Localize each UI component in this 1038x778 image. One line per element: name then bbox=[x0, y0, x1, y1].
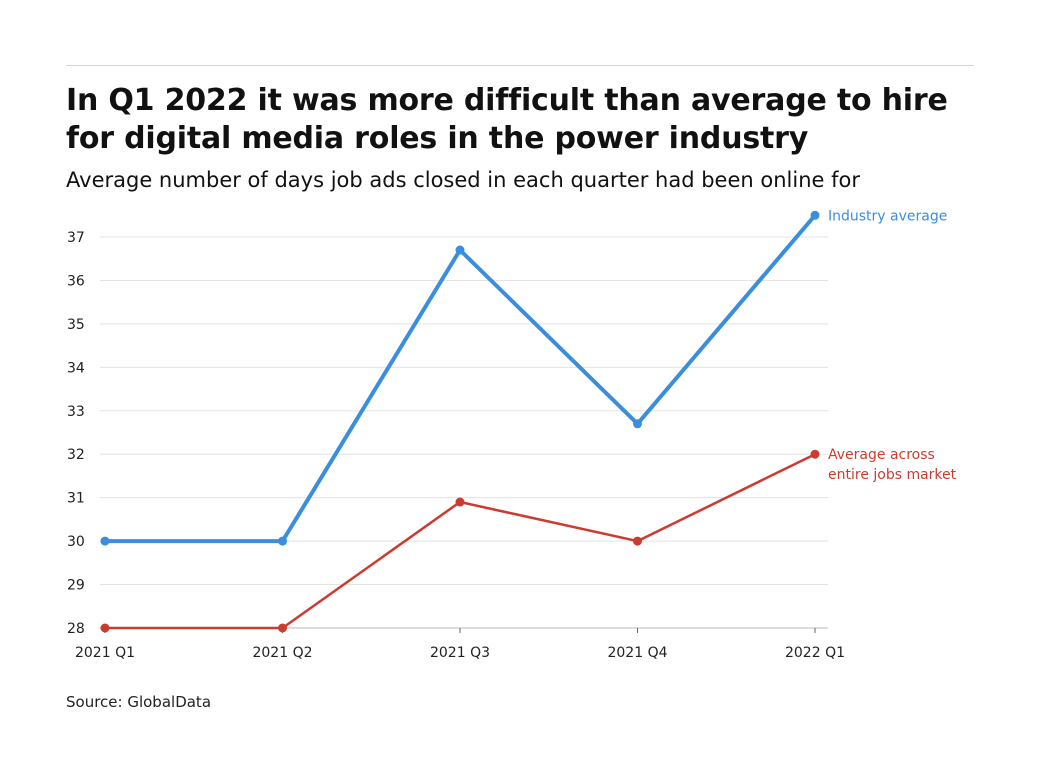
data-point bbox=[633, 419, 642, 429]
series-label: Industry average bbox=[828, 208, 947, 224]
data-point bbox=[810, 210, 820, 220]
data-point bbox=[455, 497, 465, 507]
y-tick-label: 29 bbox=[67, 578, 85, 594]
y-tick-label: 37 bbox=[67, 230, 85, 246]
source-note: Source: GlobalData bbox=[66, 693, 212, 711]
y-tick-label: 36 bbox=[67, 273, 85, 289]
y-tick-label: 34 bbox=[67, 360, 85, 376]
data-point bbox=[100, 623, 110, 633]
y-tick-label: 32 bbox=[67, 447, 85, 463]
data-point bbox=[633, 536, 642, 546]
data-point bbox=[100, 536, 110, 546]
series-labels: Industry average Average across entire job… bbox=[828, 208, 957, 483]
series-label-line: Industry average bbox=[828, 208, 947, 224]
y-tick-label: 30 bbox=[67, 534, 85, 550]
series-layer bbox=[100, 210, 820, 633]
y-axis: 28 29 30 31 32 33 34 35 36 37 bbox=[67, 230, 85, 637]
y-tick-label: 31 bbox=[67, 491, 85, 507]
data-point bbox=[278, 623, 287, 633]
x-tick-label: 2021 Q2 bbox=[252, 645, 312, 661]
x-tick-label: 2021 Q4 bbox=[607, 645, 667, 661]
series-label-line: entire jobs market bbox=[828, 467, 957, 483]
data-point bbox=[455, 245, 465, 255]
y-tick-label: 28 bbox=[67, 621, 85, 637]
x-axis: 2021 Q1 2021 Q2 2021 Q3 2021 Q4 2022 Q1 bbox=[75, 628, 845, 661]
y-tick-label: 33 bbox=[67, 404, 85, 420]
x-tick-label: 2022 Q1 bbox=[785, 645, 845, 661]
series-label-line: Average across bbox=[828, 447, 935, 463]
series-label: Average across entire jobs market bbox=[828, 447, 957, 483]
series-line bbox=[103, 213, 817, 544]
chart-subtitle: Average number of days job ads closed in… bbox=[66, 168, 860, 192]
grid-lines bbox=[100, 236, 828, 629]
chart-title: In Q1 2022 it was more difficult than av… bbox=[66, 83, 948, 156]
data-point bbox=[810, 449, 820, 459]
data-point bbox=[278, 536, 287, 546]
x-tick-label: 2021 Q3 bbox=[430, 645, 490, 661]
y-tick-label: 35 bbox=[67, 317, 85, 333]
x-tick-label: 2021 Q1 bbox=[75, 645, 135, 661]
top-divider bbox=[66, 65, 974, 66]
